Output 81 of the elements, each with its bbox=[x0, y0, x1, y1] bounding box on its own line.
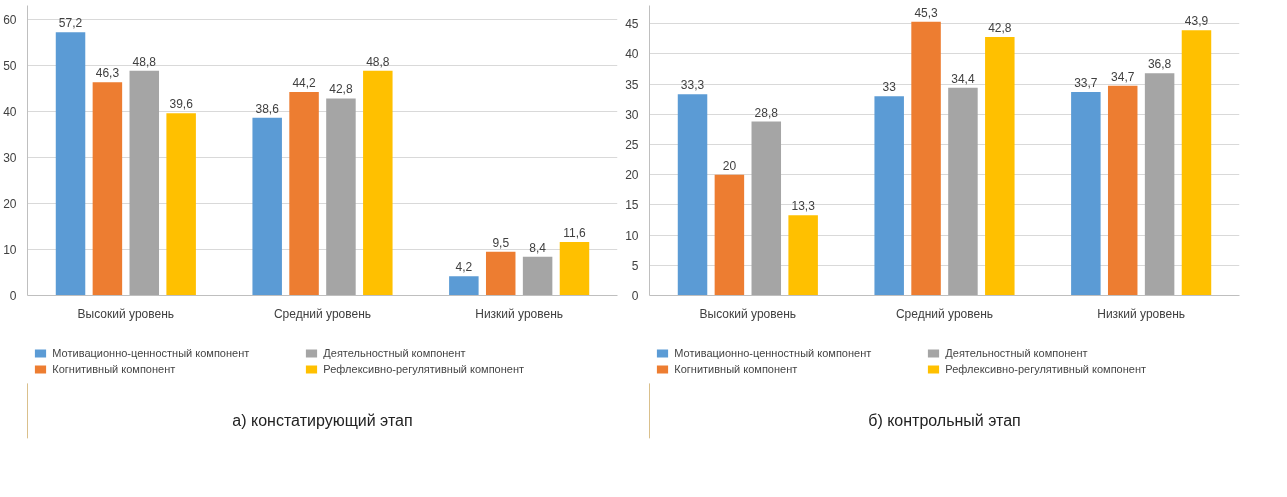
data-label: 44,2 bbox=[292, 76, 317, 91]
text: б) контрольный этап bbox=[868, 411, 1021, 429]
y-tick-label: 20 bbox=[625, 168, 639, 183]
data-label: 46,3 bbox=[95, 66, 120, 81]
y-tick-label: 0 bbox=[631, 289, 639, 303]
data-label: 4,2 bbox=[455, 260, 473, 275]
legend-label: Когнитивный компонент bbox=[674, 362, 799, 376]
y-tick-label: 0 bbox=[9, 289, 17, 303]
y-tick-label: 45 bbox=[625, 17, 639, 32]
data-label: 38,6 bbox=[255, 101, 280, 116]
bar bbox=[1144, 73, 1175, 296]
data-label: 33,3 bbox=[680, 78, 705, 93]
data-label: 20 bbox=[722, 158, 737, 173]
bar bbox=[788, 215, 818, 296]
data-label: 39,6 bbox=[169, 97, 194, 112]
bar bbox=[363, 70, 393, 296]
bar bbox=[911, 21, 941, 296]
y-tick-label: 35 bbox=[625, 77, 639, 92]
data-label: 48,8 bbox=[366, 54, 390, 69]
y-tick-label: 50 bbox=[3, 58, 17, 73]
y-tick-label: 25 bbox=[625, 137, 639, 152]
y-tick-label: 40 bbox=[3, 104, 17, 119]
x-tick-label: Низкий уровень bbox=[1097, 306, 1186, 321]
bar bbox=[948, 87, 978, 296]
data-label: 8,4 bbox=[529, 240, 547, 255]
bar bbox=[55, 32, 86, 296]
legend-label: Мотивационно-ценностный компонент bbox=[674, 346, 873, 360]
data-label: 43,9 bbox=[1184, 14, 1209, 29]
legend-label: Мотивационно-ценностный компонент bbox=[52, 346, 251, 360]
bar bbox=[1107, 85, 1138, 296]
x-tick-label: Средний уровень bbox=[895, 306, 994, 321]
x-tick-label: Высокий уровень bbox=[699, 306, 797, 321]
data-label: 34,4 bbox=[951, 71, 975, 86]
data-label: 28,8 bbox=[754, 105, 779, 120]
data-label: 57,2 bbox=[58, 16, 83, 31]
data-label: 42,8 bbox=[988, 20, 1012, 35]
legend-label: Деятельностный компонент bbox=[323, 346, 467, 360]
x-tick-label: Высокий уровень bbox=[77, 306, 175, 321]
bar bbox=[485, 251, 516, 296]
data-label: 45,3 bbox=[914, 5, 939, 20]
bar bbox=[129, 70, 160, 296]
y-tick-label: 60 bbox=[3, 12, 17, 27]
y-tick-label: 15 bbox=[625, 198, 639, 213]
legend-label: Рефлексивно-регулятивный компонент bbox=[945, 362, 1147, 376]
bar bbox=[714, 174, 745, 296]
legend-label: Деятельностный компонент bbox=[945, 346, 1089, 360]
bar bbox=[559, 242, 590, 296]
y-tick-label: 30 bbox=[625, 107, 639, 122]
bar bbox=[252, 117, 282, 296]
bar bbox=[751, 121, 782, 296]
y-tick-label: 10 bbox=[3, 242, 17, 257]
y-tick-label: 20 bbox=[3, 196, 17, 211]
legend-label: Когнитивный компонент bbox=[52, 362, 177, 376]
data-label: 33 bbox=[882, 80, 897, 95]
text: а) констатирующий этап bbox=[232, 411, 413, 429]
data-label: 36,8 bbox=[1147, 57, 1172, 72]
y-tick-label: 30 bbox=[3, 150, 17, 165]
bar bbox=[677, 94, 708, 296]
bar bbox=[985, 36, 1015, 296]
bar bbox=[449, 276, 479, 296]
bar bbox=[289, 92, 319, 296]
y-tick-label: 5 bbox=[631, 258, 639, 273]
data-label: 48,8 bbox=[132, 54, 157, 69]
x-tick-label: Средний уровень bbox=[273, 306, 372, 321]
bar bbox=[326, 98, 356, 296]
y-tick-label: 40 bbox=[625, 47, 639, 62]
bar bbox=[92, 82, 123, 296]
data-label: 42,8 bbox=[329, 82, 353, 97]
data-label: 9,5 bbox=[492, 235, 510, 250]
data-label: 34,7 bbox=[1111, 69, 1135, 84]
bar bbox=[1071, 91, 1101, 296]
bar bbox=[874, 96, 904, 296]
legend-label: Рефлексивно-регулятивный компонент bbox=[323, 362, 525, 376]
bar bbox=[522, 256, 553, 296]
y-tick-label: 10 bbox=[625, 228, 639, 243]
data-label: 11,6 bbox=[563, 226, 587, 241]
bar bbox=[1181, 30, 1212, 296]
x-tick-label: Низкий уровень bbox=[475, 306, 564, 321]
bar bbox=[166, 113, 196, 296]
data-label: 33,7 bbox=[1074, 75, 1098, 90]
data-label: 13,3 bbox=[791, 199, 816, 214]
